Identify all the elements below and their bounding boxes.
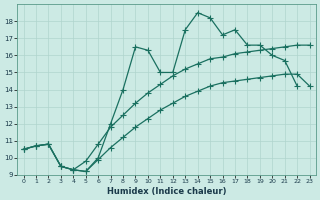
X-axis label: Humidex (Indice chaleur): Humidex (Indice chaleur) [107, 187, 226, 196]
